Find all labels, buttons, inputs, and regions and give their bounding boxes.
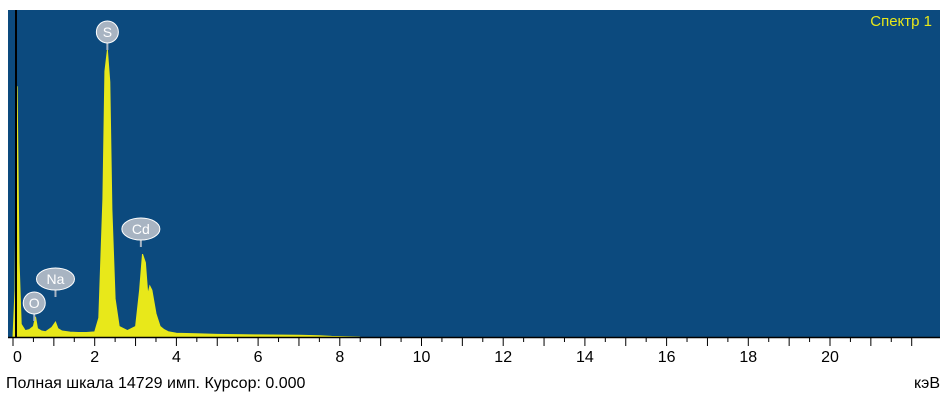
x-tick-label: 6 (254, 349, 263, 366)
x-tick-label: 14 (576, 349, 594, 366)
full-scale-label: Полная шкала (6, 375, 114, 392)
x-tick-label: 8 (335, 349, 344, 366)
peak-label-text: Cd (132, 221, 150, 237)
x-tick-label: 0 (13, 349, 22, 366)
x-tick-label: 12 (494, 349, 512, 366)
cursor-value: 0.000 (265, 375, 306, 392)
peak-label-bubble (35, 267, 75, 291)
x-tick-label: 16 (658, 349, 676, 366)
peak-label-s: S (95, 20, 119, 50)
peak-label-text: Na (47, 271, 65, 287)
peak-label-cd: Cd (121, 217, 161, 247)
peak-label-bubble (95, 20, 119, 44)
peak-label-text: O (29, 295, 40, 311)
x-tick-label: 18 (739, 349, 757, 366)
peak-label-bubble (22, 291, 46, 315)
spectrum-label: Спектр 1 (870, 13, 932, 30)
peak-label-text: S (103, 24, 112, 40)
x-tick-label: 2 (90, 349, 99, 366)
peak-label-bubble (121, 217, 161, 241)
plot-background (8, 10, 940, 337)
cursor-label: Курсор: (204, 375, 261, 392)
x-tick-label: 20 (821, 349, 839, 366)
x-tick-label: 4 (172, 349, 181, 366)
spectrum-area (12, 50, 361, 338)
x-tick-label: 10 (413, 349, 431, 366)
energy-unit-label: кэВ (913, 375, 940, 392)
status-bar: Полная шкала 14729 имп. Курсор: 0.000 (6, 375, 305, 393)
peak-label-na: Na (35, 267, 75, 297)
counts-unit: имп. (166, 375, 200, 392)
peak-label-o: O (22, 291, 46, 321)
full-scale-value: 14729 (118, 375, 163, 392)
